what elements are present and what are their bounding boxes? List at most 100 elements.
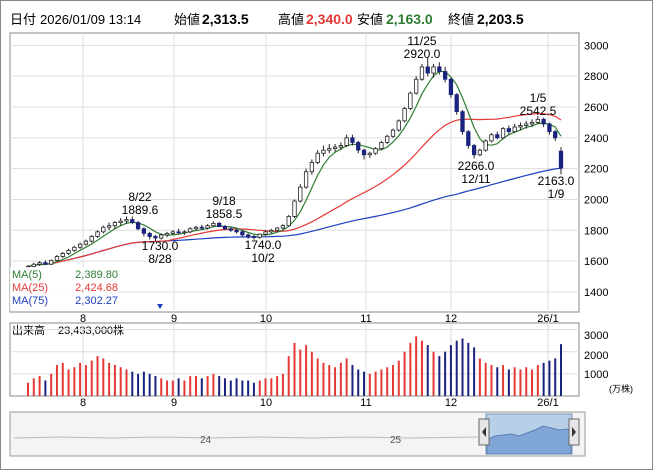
volume-bar (67, 369, 70, 396)
candle-body (101, 226, 106, 233)
candlestick (437, 62, 442, 75)
annotation-date: 11/25 (407, 34, 436, 48)
candlestick (205, 224, 210, 230)
close-label: 終値 (448, 12, 474, 27)
candle-body (454, 94, 459, 113)
navigator-selected-series (486, 425, 572, 455)
volume-bar (328, 365, 331, 396)
candlestick (466, 130, 471, 149)
candlestick (396, 119, 401, 132)
navigator-label: 25 (390, 435, 402, 446)
navigator-label: 24 (200, 435, 212, 446)
candlestick (361, 148, 367, 160)
volume-bar (473, 347, 476, 396)
candle-body (89, 236, 94, 242)
annotation-date: 8/28 (148, 252, 172, 266)
annotation-date: 1/5 (530, 91, 547, 105)
candle-body (524, 123, 529, 126)
candle-body (356, 142, 361, 151)
candlestick (529, 119, 535, 128)
ma-legend: MA(5) 2,389.80 MA(25) 2,424.68 MA(75) 2,302.2… (10, 267, 118, 311)
volume-bar (316, 358, 319, 396)
candlestick (37, 261, 42, 266)
price-axis: 1400 1600 1800 2000 2200 2400 2600 2800 3000 (584, 40, 608, 299)
candlestick (170, 230, 175, 235)
candle-body (78, 243, 83, 248)
candlestick (535, 115, 540, 124)
volume-bar (455, 340, 458, 396)
candlestick (182, 230, 187, 235)
price-annotation: 1730.08/28 (142, 239, 179, 266)
candlestick (460, 110, 465, 135)
legend-value: 2,302.27 (75, 295, 118, 307)
volume-bar (490, 365, 493, 396)
candle-body (141, 228, 147, 234)
candlestick (199, 224, 204, 230)
volume-bar (223, 378, 226, 396)
candlestick (141, 227, 147, 237)
candle-body (147, 232, 152, 237)
volume-x-axis: 8 9 10 11 12 26/1 (80, 397, 559, 409)
candlestick (402, 106, 407, 123)
annotation-price: 2920.0 (404, 47, 441, 61)
candle-body (558, 150, 564, 169)
volume-bar (229, 380, 232, 396)
volume-bar (322, 362, 325, 396)
candlestick (83, 239, 89, 246)
volume-bar (102, 358, 105, 396)
candle-body (95, 231, 100, 237)
volume-bar (264, 378, 267, 396)
volume-bar (287, 356, 290, 396)
volume-x-tick-label: 9 (171, 397, 177, 409)
candle-body (448, 78, 454, 96)
candle-body (83, 240, 89, 245)
volume-bar (171, 380, 174, 396)
candlestick (66, 248, 71, 255)
candle-body (414, 78, 419, 94)
candlestick (292, 199, 297, 218)
volume-bar (345, 358, 348, 396)
candlesticks (25, 57, 564, 271)
range-navigator[interactable]: 24 25 (9, 411, 586, 457)
candle-body (506, 128, 511, 133)
candle-body (535, 118, 540, 123)
candle-body (529, 122, 535, 125)
volume-bar (212, 373, 215, 396)
annotation-price: 1889.6 (122, 203, 159, 217)
volume-bar (310, 351, 313, 396)
candle-body (205, 225, 210, 229)
candle-body (112, 222, 118, 227)
chevron-right-icon (572, 427, 576, 437)
candlestick (489, 133, 494, 143)
candlestick (60, 251, 65, 259)
volume-bars (27, 336, 562, 396)
candlestick (495, 131, 500, 140)
candle-body (228, 228, 233, 231)
volume-bar (252, 382, 255, 396)
volume-bar (507, 369, 510, 396)
volume-bar (334, 367, 337, 396)
navigator-history-line (13, 436, 479, 439)
annotation-price: 1730.0 (142, 239, 179, 253)
volume-bar (444, 351, 447, 396)
candlestick (390, 128, 396, 138)
candle-body (222, 226, 228, 230)
volume-bar (281, 373, 284, 396)
volume-bar (542, 362, 545, 396)
volume-bar (536, 365, 539, 396)
volume-bar (391, 365, 394, 396)
close-value: 2,203.5 (477, 11, 524, 27)
candlestick (78, 242, 83, 249)
volume-bar (525, 367, 528, 396)
volume-bar (484, 362, 487, 396)
candle-body (344, 137, 349, 146)
candlestick (153, 234, 158, 242)
candle-body (402, 108, 407, 122)
candlestick (332, 143, 338, 152)
candlestick (43, 260, 48, 265)
candle-body (199, 226, 204, 229)
candlestick (286, 214, 291, 227)
candle-body (211, 222, 216, 227)
volume-bar (148, 373, 151, 396)
candlestick (234, 228, 239, 234)
